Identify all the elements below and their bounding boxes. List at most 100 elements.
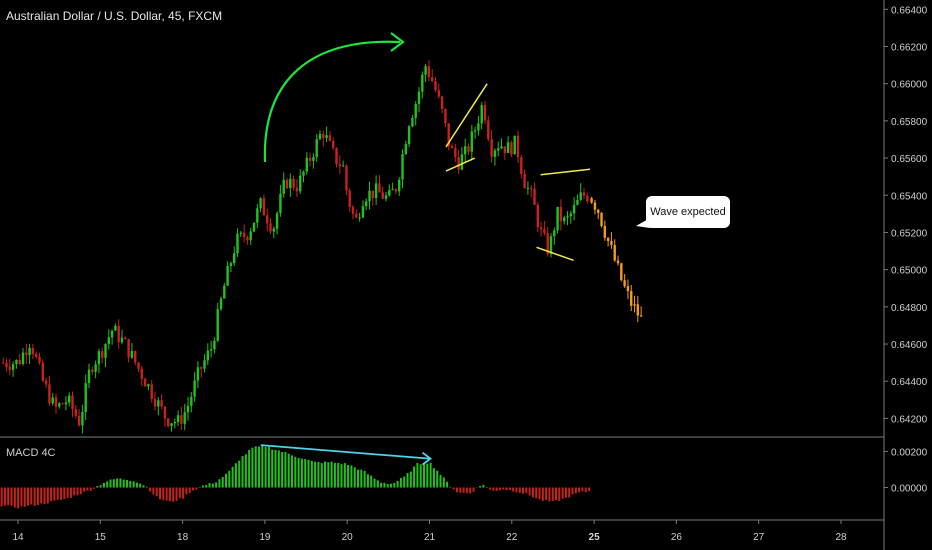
macd-bar xyxy=(498,487,501,491)
macd-bar xyxy=(512,487,515,492)
price-candle xyxy=(470,131,474,152)
macd-bar xyxy=(53,487,56,501)
price-candle xyxy=(447,123,450,147)
macd-bar xyxy=(531,487,534,498)
forecast-candle xyxy=(613,245,616,261)
time-tick-label: 22 xyxy=(506,532,518,543)
price-candle xyxy=(473,130,477,132)
price-candle xyxy=(424,66,427,75)
price-candle xyxy=(497,148,500,151)
price-pane[interactable] xyxy=(2,60,643,434)
macd-bar xyxy=(485,487,488,488)
macd-bar xyxy=(83,487,86,492)
price-candle xyxy=(183,412,186,424)
price-candle xyxy=(365,201,368,207)
price-candle xyxy=(127,339,130,358)
macd-bar xyxy=(300,458,303,488)
macd-bar xyxy=(60,487,63,500)
price-candle xyxy=(411,117,414,127)
macd-bar xyxy=(330,461,333,488)
price-candle xyxy=(398,179,401,192)
macd-bar xyxy=(182,487,185,499)
price-candle xyxy=(107,337,111,345)
price-candle xyxy=(579,192,582,200)
macd-pane[interactable] xyxy=(0,445,591,509)
macd-bar xyxy=(225,473,228,488)
macd-title: MACD 4C xyxy=(6,447,56,459)
price-candle xyxy=(226,266,229,286)
macd-bar xyxy=(159,487,162,500)
price-candle xyxy=(117,325,120,343)
price-candle xyxy=(312,157,315,161)
macd-bar xyxy=(518,487,521,493)
macd-bar xyxy=(185,487,188,495)
macd-bar xyxy=(7,487,10,506)
macd-bar xyxy=(419,464,422,488)
price-candle xyxy=(275,213,279,229)
price-candle xyxy=(163,406,167,419)
price-candle xyxy=(454,148,457,158)
time-tick-label: 19 xyxy=(259,532,271,543)
macd-bar xyxy=(33,487,36,506)
price-candle xyxy=(97,351,101,365)
macd-bar xyxy=(228,470,231,488)
macd-bar xyxy=(307,459,310,488)
macd-bar xyxy=(142,485,145,488)
macd-bar xyxy=(132,481,135,488)
macd-bar xyxy=(456,487,459,493)
forecast-candle xyxy=(633,304,636,306)
price-candle xyxy=(130,350,134,358)
macd-bar xyxy=(63,487,66,499)
price-candle xyxy=(213,340,216,350)
price-candle xyxy=(464,146,467,155)
price-candle xyxy=(506,142,510,153)
forecast-candle xyxy=(610,240,613,246)
price-candle xyxy=(193,380,196,397)
macd-tick-label: 0.00200 xyxy=(891,447,928,458)
time-tick-label: 20 xyxy=(342,532,354,543)
price-candle xyxy=(91,369,94,372)
price-candle xyxy=(15,359,18,365)
macd-bar xyxy=(320,463,323,488)
macd-bar xyxy=(109,479,112,488)
macd-bar xyxy=(192,487,195,491)
macd-bar xyxy=(304,458,307,488)
macd-bar xyxy=(287,453,290,488)
macd-bar xyxy=(508,487,511,490)
macd-bar xyxy=(106,481,109,488)
price-candle xyxy=(219,298,223,310)
macd-bar xyxy=(261,445,264,488)
macd-bar xyxy=(337,462,340,488)
macd-bar xyxy=(76,487,79,496)
macd-bar xyxy=(380,482,383,488)
price-candle xyxy=(252,222,256,232)
macd-bar xyxy=(555,487,558,501)
price-candle xyxy=(81,411,84,426)
macd-bar xyxy=(79,487,82,495)
price-candle xyxy=(206,350,210,361)
macd-bar xyxy=(551,487,554,501)
time-tick-label: 27 xyxy=(753,532,765,543)
price-tick-label: 0.65400 xyxy=(891,191,928,202)
macd-bar xyxy=(386,483,389,488)
macd-bar xyxy=(505,487,508,491)
macd-bar xyxy=(399,478,402,488)
macd-bar xyxy=(27,487,30,506)
macd-bar xyxy=(149,487,152,492)
price-candle xyxy=(104,344,107,358)
macd-bar xyxy=(208,482,211,488)
macd-bar xyxy=(317,461,320,488)
price-candle xyxy=(239,232,243,234)
price-candle xyxy=(28,347,31,356)
price-candle xyxy=(285,179,289,188)
macd-bar xyxy=(469,487,472,494)
macd-bar xyxy=(102,482,105,488)
macd-bar xyxy=(43,487,46,505)
time-tick-label: 14 xyxy=(12,532,24,543)
price-candle xyxy=(51,397,54,404)
price-candle xyxy=(101,351,104,358)
macd-bar xyxy=(3,487,6,506)
macd-bar xyxy=(231,466,234,488)
